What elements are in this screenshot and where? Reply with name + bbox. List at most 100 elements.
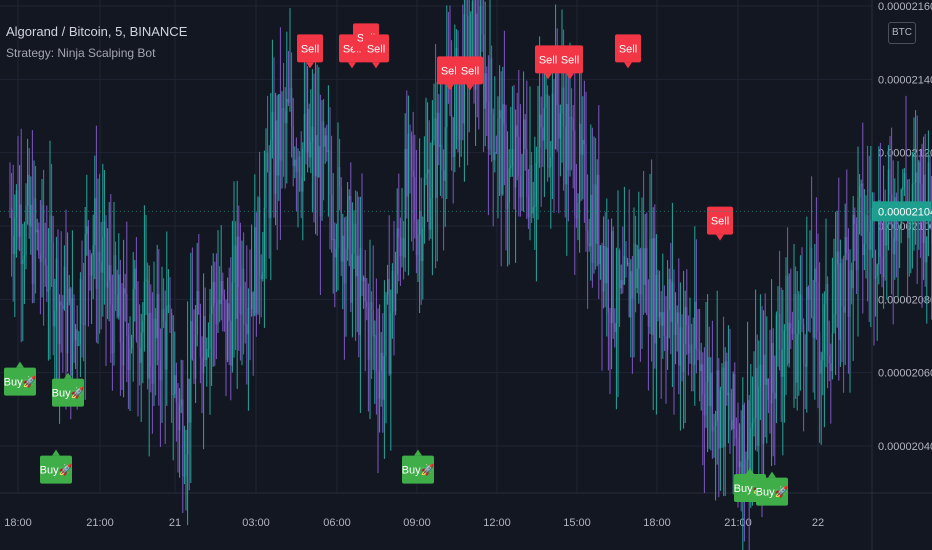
- candle-body: [583, 140, 585, 145]
- candle-body: [735, 429, 737, 439]
- candle-body: [686, 307, 688, 326]
- candle-body: [233, 245, 235, 283]
- candle-body: [718, 370, 720, 449]
- candle-body: [659, 311, 661, 317]
- candle-body: [747, 400, 749, 460]
- candle-body: [183, 475, 185, 477]
- candle-body: [588, 243, 590, 247]
- signal-label: Sell: [367, 43, 385, 55]
- candle-body: [124, 288, 126, 294]
- candle-body: [711, 372, 713, 432]
- candle-body: [681, 327, 683, 373]
- sell-signal-marker[interactable]: Sell: [535, 45, 561, 80]
- x-tick-label: 09:00: [403, 517, 431, 529]
- candle-body: [262, 271, 264, 280]
- candle-body: [767, 378, 769, 401]
- buy-signal-marker[interactable]: Buy🚀: [52, 372, 85, 407]
- candle-body: [156, 294, 158, 339]
- strategy-label[interactable]: Strategy: Ninja Scalping Bot: [6, 46, 156, 60]
- candle-body: [867, 215, 869, 233]
- y-tick-label: 0.00002160: [878, 1, 932, 13]
- signal-pointer: [64, 372, 72, 379]
- candle-body: [652, 238, 654, 335]
- candle-body: [193, 359, 195, 379]
- sell-signal-marker[interactable]: Sell: [297, 34, 323, 69]
- candle-body: [529, 164, 531, 218]
- candle-body: [65, 266, 67, 354]
- candle-body: [59, 301, 61, 345]
- last-price-label: 0.00002104: [878, 206, 932, 218]
- candle-body: [508, 168, 510, 203]
- candle-body: [44, 258, 46, 266]
- signal-pointer: [372, 62, 380, 69]
- candle-body: [470, 13, 472, 64]
- candle-body: [71, 298, 73, 376]
- candle-body: [353, 223, 355, 254]
- candle-body: [660, 311, 662, 326]
- candle-body: [492, 113, 494, 161]
- candle-body: [383, 356, 385, 400]
- candle-body: [590, 194, 592, 247]
- candle-body: [423, 178, 425, 229]
- candle-body: [772, 343, 774, 393]
- buy-signal-marker[interactable]: Buy🚀: [4, 361, 37, 396]
- candle-body: [57, 258, 59, 345]
- candle-body: [342, 235, 344, 262]
- candle-body: [63, 266, 65, 309]
- sell-signal-marker[interactable]: Sell: [557, 45, 583, 80]
- candle-body: [396, 228, 398, 275]
- candle-body: [595, 184, 597, 244]
- candle-body: [495, 152, 497, 154]
- sell-signal-marker[interactable]: Sell: [615, 34, 641, 69]
- candle-body: [439, 144, 441, 147]
- candle-body: [687, 325, 689, 354]
- sell-signal-marker[interactable]: Sell: [707, 206, 733, 241]
- candle-body: [372, 309, 374, 337]
- candle-body: [863, 244, 865, 256]
- candle-body: [715, 420, 717, 426]
- candle-body: [561, 87, 563, 113]
- candle-body: [68, 288, 70, 303]
- candle-body: [260, 274, 262, 280]
- signal-label: Sell: [561, 54, 579, 66]
- candle-body: [598, 174, 600, 265]
- x-tick-label: 21:00: [86, 517, 114, 529]
- buy-signal-marker[interactable]: Buy🚀: [40, 449, 73, 484]
- candle-body: [603, 246, 605, 292]
- candle-body: [897, 229, 899, 241]
- candle-body: [852, 214, 854, 289]
- candle-body: [894, 197, 896, 255]
- signal-box: [615, 34, 641, 63]
- candle-body: [201, 356, 203, 374]
- signal-pointer: [306, 62, 314, 69]
- candle-body: [579, 123, 581, 203]
- candle-body: [443, 170, 445, 181]
- currency-badge[interactable]: BTC: [888, 22, 916, 44]
- signal-pointer: [746, 468, 754, 474]
- candle-body: [734, 373, 736, 430]
- candle-body: [903, 173, 905, 187]
- sell-signal-marker[interactable]: Sell: [437, 56, 463, 91]
- sell-signal-marker[interactable]: Sell: [363, 34, 389, 69]
- buy-signal-marker[interactable]: Buy🚀: [756, 471, 789, 506]
- candle-body: [683, 343, 685, 373]
- signal-label: Buy🚀: [402, 464, 435, 477]
- x-tick-label: 18:00: [643, 517, 671, 529]
- sell-signal-marker[interactable]: Sell: [457, 56, 483, 91]
- candle-body: [731, 420, 733, 429]
- candle-body: [859, 185, 861, 198]
- candle-body: [825, 284, 827, 305]
- candle-body: [494, 152, 496, 161]
- candle-body: [481, 6, 483, 35]
- candle-body: [927, 162, 929, 237]
- candle-body: [62, 305, 64, 309]
- candle-body: [783, 330, 785, 350]
- candle-body: [283, 108, 285, 111]
- buy-signal-marker[interactable]: Buy🚀: [402, 449, 435, 484]
- candle-body: [524, 119, 526, 149]
- candle-body: [879, 200, 881, 257]
- symbol-title[interactable]: Algorand / Bitcoin, 5, BINANCE: [6, 24, 188, 39]
- candle-body: [806, 287, 808, 367]
- candle-body: [491, 58, 493, 114]
